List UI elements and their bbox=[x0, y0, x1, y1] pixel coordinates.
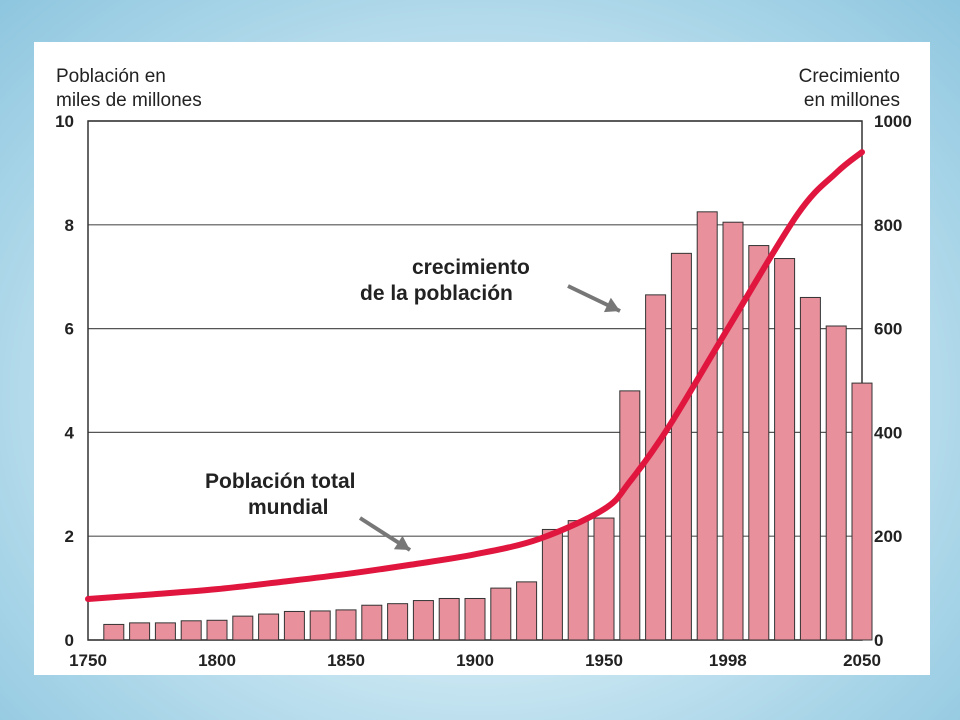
bar bbox=[645, 294, 667, 641]
bar bbox=[825, 325, 847, 641]
bar bbox=[541, 528, 563, 641]
bar bbox=[696, 211, 718, 641]
x-tick-label: 1750 bbox=[69, 651, 107, 670]
bar bbox=[103, 623, 125, 641]
bar bbox=[464, 597, 486, 641]
left-tick-label: 4 bbox=[65, 423, 75, 442]
bar bbox=[283, 610, 305, 641]
bar bbox=[722, 221, 744, 641]
plot-frame bbox=[87, 120, 863, 641]
left-tick-label: 10 bbox=[55, 112, 74, 131]
bar bbox=[748, 245, 770, 641]
right-tick-label: 800 bbox=[874, 216, 902, 235]
bar bbox=[438, 597, 460, 641]
x-tick-label: 1950 bbox=[585, 651, 623, 670]
bar bbox=[180, 620, 202, 641]
bar bbox=[593, 517, 615, 641]
bar bbox=[361, 604, 383, 641]
right-tick-label: 600 bbox=[874, 320, 902, 339]
bar bbox=[335, 609, 357, 641]
bar bbox=[412, 600, 434, 641]
right-axis-label: Crecimiento bbox=[799, 66, 900, 87]
x-tick-label: 1800 bbox=[198, 651, 236, 670]
annotation-arrow-head bbox=[603, 297, 620, 313]
bar bbox=[232, 615, 254, 641]
x-tick-label: 1998 bbox=[709, 651, 747, 670]
bar bbox=[490, 587, 512, 641]
x-tick-label: 2050 bbox=[843, 651, 881, 670]
bar bbox=[129, 622, 151, 641]
annotation-total: Población total bbox=[205, 470, 356, 493]
bar bbox=[154, 622, 176, 641]
bar bbox=[851, 382, 873, 641]
bar bbox=[258, 613, 280, 641]
left-axis-label: miles de millones bbox=[56, 90, 202, 111]
bar bbox=[516, 581, 538, 641]
bar bbox=[387, 603, 409, 641]
bar bbox=[567, 520, 589, 641]
left-tick-label: 2 bbox=[65, 527, 74, 546]
bar bbox=[309, 610, 331, 641]
left-tick-label: 0 bbox=[65, 631, 74, 650]
bar bbox=[619, 390, 641, 641]
right-axis-label: en millones bbox=[804, 90, 900, 111]
population-line bbox=[85, 149, 865, 602]
annotation-total: mundial bbox=[248, 496, 329, 519]
left-axis-label: Población en bbox=[56, 66, 166, 87]
right-tick-label: 400 bbox=[874, 423, 902, 442]
bar bbox=[799, 296, 821, 641]
x-tick-label: 1850 bbox=[327, 651, 365, 670]
right-tick-label: 1000 bbox=[874, 112, 912, 131]
x-tick-label: 1900 bbox=[456, 651, 494, 670]
bar bbox=[206, 619, 228, 641]
right-tick-label: 0 bbox=[874, 631, 883, 650]
bar bbox=[774, 258, 796, 641]
annotation-growth: de la población bbox=[360, 282, 513, 305]
bar bbox=[670, 252, 692, 641]
left-tick-label: 8 bbox=[65, 216, 74, 235]
left-tick-label: 6 bbox=[65, 320, 74, 339]
annotation-arrow-head bbox=[393, 535, 410, 550]
right-tick-label: 200 bbox=[874, 527, 902, 546]
annotation-growth: crecimiento bbox=[412, 256, 530, 279]
